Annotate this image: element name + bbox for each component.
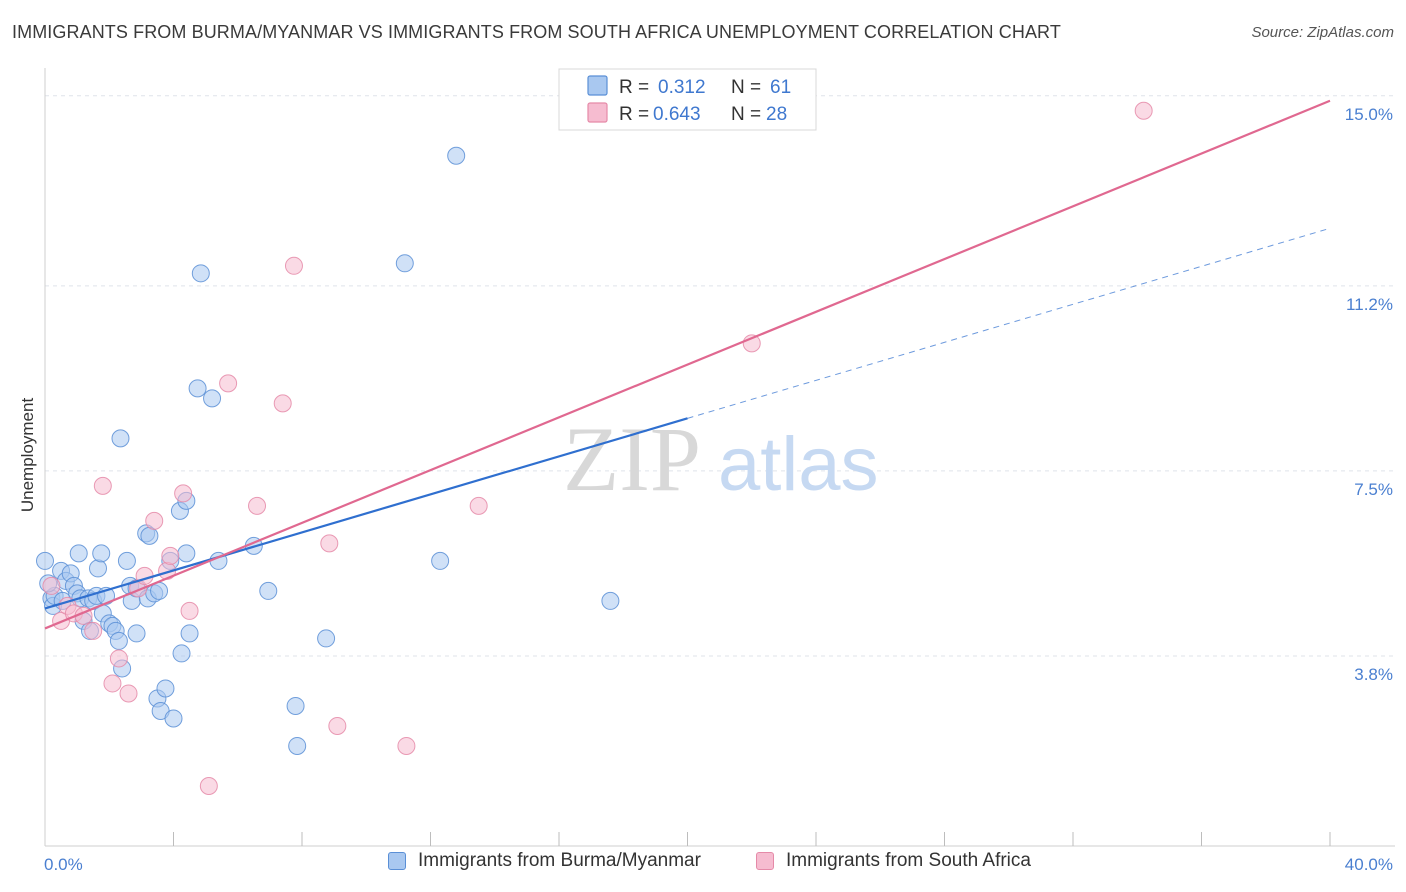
data-points <box>36 101 1153 795</box>
series-legend-swatch-south-africa <box>756 852 774 870</box>
burma-point <box>431 551 450 570</box>
south-africa-point <box>469 496 488 515</box>
chart-title: IMMIGRANTS FROM BURMA/MYANMAR VS IMMIGRA… <box>12 22 1061 42</box>
legend-r-label-south-africa: R = <box>619 104 649 125</box>
south-africa-point <box>42 576 61 595</box>
burma-point <box>172 644 191 663</box>
south-africa-point <box>93 476 112 495</box>
burma-point <box>109 631 128 650</box>
south-africa-point <box>174 484 193 503</box>
series-legend-label-south-africa: Immigrants from South Africa <box>786 850 1031 871</box>
south-africa-point <box>119 684 138 703</box>
burma-point <box>69 544 88 563</box>
burma-point <box>180 624 199 643</box>
burma-point <box>140 526 159 545</box>
south-africa-point <box>103 674 122 693</box>
burma-point <box>89 559 108 578</box>
south-africa-point <box>145 511 164 530</box>
legend-n-label-burma: N = <box>731 77 761 98</box>
burma-point <box>288 736 307 755</box>
burma-trend-extension <box>687 227 1331 419</box>
south-africa-point <box>248 496 267 515</box>
series-legend: Immigrants from Burma/Myanmar Immigrants… <box>0 850 1406 880</box>
south-africa-point <box>84 621 103 640</box>
burma-point <box>191 264 210 283</box>
axes <box>44 68 1395 847</box>
south-africa-point <box>273 394 292 413</box>
legend-r-value-burma: 0.312 <box>658 77 706 98</box>
x-tick-label: 0.0% <box>44 855 83 874</box>
burma-point <box>395 254 414 273</box>
burma-point <box>317 629 336 648</box>
legend-r-value-south-africa: 0.643 <box>653 104 701 125</box>
watermark-atlas: atlas <box>718 422 879 507</box>
x-tick-label: 40.0% <box>1345 855 1393 874</box>
stats-legend: R = 0.312 N = 61 R = 0.643 N = 28 <box>558 68 817 131</box>
y-tick-label: 3.8% <box>1354 665 1393 684</box>
south-africa-point <box>284 256 303 275</box>
y-tick-label: 15.0% <box>1345 105 1393 124</box>
burma-trend-line <box>44 417 688 610</box>
chart-source: Source: ZipAtlas.com <box>1251 24 1394 41</box>
legend-swatch-south-africa <box>587 102 608 123</box>
legend-n-value-burma: 61 <box>770 77 791 98</box>
series-legend-item-south-africa: Immigrants from South Africa <box>756 850 1031 872</box>
burma-point <box>447 146 466 165</box>
south-africa-point <box>109 649 128 668</box>
south-africa-point <box>397 736 416 755</box>
burma-point <box>111 429 130 448</box>
watermark: ZIP atlas <box>563 408 879 510</box>
burma-point <box>92 544 111 563</box>
burma-point <box>203 389 222 408</box>
burma-point <box>286 696 305 715</box>
burma-point <box>164 709 183 728</box>
south-africa-point <box>199 776 218 795</box>
series-legend-label-burma: Immigrants from Burma/Myanmar <box>418 850 701 871</box>
y-tick-label: 11.2% <box>1346 295 1393 314</box>
y-axis-title: Unemployment <box>18 398 37 513</box>
south-africa-point <box>328 716 347 735</box>
series-legend-item-burma: Immigrants from Burma/Myanmar <box>388 850 701 872</box>
burma-point <box>601 591 620 610</box>
south-africa-point <box>320 534 339 553</box>
burma-point <box>36 551 54 570</box>
south-africa-point <box>161 546 180 565</box>
burma-point <box>259 581 278 600</box>
legend-n-label-south-africa: N = <box>731 104 761 125</box>
grid-lines <box>45 95 1395 657</box>
south-africa-point <box>180 601 199 620</box>
burma-point <box>156 679 175 698</box>
burma-point <box>177 544 196 563</box>
tick-labels: 3.8% 7.5% 11.2% 15.0% 0.0% 40.0% <box>44 105 1393 874</box>
legend-r-label-burma: R = <box>619 77 649 98</box>
burma-point <box>117 551 136 570</box>
south-africa-trend-line <box>44 99 1331 630</box>
south-africa-point <box>1134 101 1153 120</box>
burma-point <box>127 624 146 643</box>
legend-n-value-south-africa: 28 <box>766 104 787 125</box>
burma-point <box>188 379 207 398</box>
trend-lines <box>44 99 1331 630</box>
legend-swatch-burma <box>587 75 608 96</box>
y-tick-label: 7.5% <box>1354 480 1393 499</box>
watermark-zip: ZIP <box>563 408 701 510</box>
south-africa-point <box>219 374 238 393</box>
series-legend-swatch-burma <box>388 852 406 870</box>
